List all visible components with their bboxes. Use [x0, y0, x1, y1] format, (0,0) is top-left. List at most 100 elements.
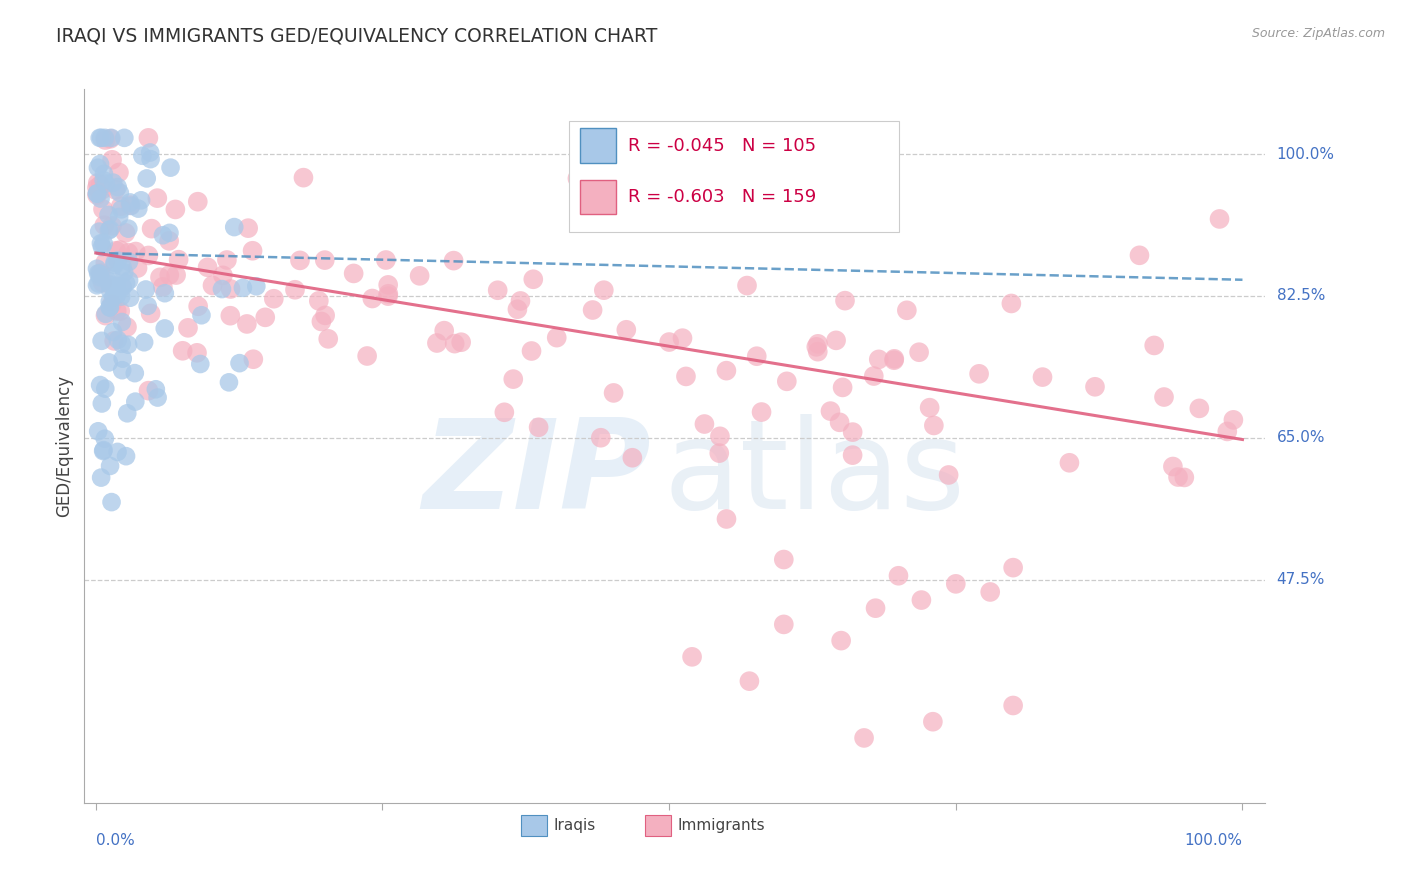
- Point: [918, 401, 941, 415]
- Point: [356, 349, 378, 363]
- Point: [238, 221, 260, 235]
- Point: [98, 277, 121, 292]
- Point: [165, 202, 187, 217]
- Point: [94, 133, 117, 147]
- Point: [117, 337, 139, 351]
- Point: [146, 391, 169, 405]
- Point: [486, 283, 509, 297]
- Point: [105, 279, 128, 293]
- Point: [107, 445, 129, 459]
- Point: [111, 363, 134, 377]
- Point: [89, 225, 111, 239]
- FancyBboxPatch shape: [568, 121, 900, 232]
- Point: [111, 336, 134, 351]
- Point: [1208, 211, 1230, 226]
- Point: [167, 252, 190, 267]
- Point: [288, 253, 311, 268]
- Point: [853, 731, 876, 745]
- Point: [197, 260, 219, 275]
- Text: IRAQI VS IMMIGRANTS GED/EQUIVALENCY CORRELATION CHART: IRAQI VS IMMIGRANTS GED/EQUIVALENCY CORR…: [56, 27, 658, 45]
- Point: [602, 385, 624, 400]
- Point: [681, 649, 703, 664]
- Point: [103, 255, 125, 269]
- Point: [103, 334, 125, 348]
- Point: [98, 300, 121, 314]
- Point: [108, 186, 131, 200]
- Point: [165, 268, 187, 282]
- Point: [117, 406, 139, 420]
- Point: [896, 303, 918, 318]
- Point: [374, 252, 396, 267]
- Point: [211, 282, 233, 296]
- Point: [86, 188, 108, 202]
- Point: [94, 255, 117, 269]
- Point: [841, 425, 863, 439]
- Point: [131, 149, 153, 163]
- Point: [146, 191, 169, 205]
- Point: [129, 194, 152, 208]
- Point: [215, 252, 238, 267]
- Point: [139, 145, 162, 160]
- Point: [104, 183, 127, 197]
- Point: [212, 268, 235, 283]
- Point: [89, 157, 111, 171]
- Point: [100, 132, 122, 146]
- Point: [377, 286, 399, 301]
- Point: [675, 369, 697, 384]
- Point: [408, 268, 430, 283]
- Point: [127, 261, 149, 276]
- Point: [316, 332, 339, 346]
- Point: [450, 335, 472, 350]
- Point: [242, 352, 264, 367]
- Point: [91, 240, 114, 254]
- Point: [153, 286, 176, 301]
- Point: [979, 585, 1001, 599]
- Point: [172, 343, 194, 358]
- Point: [111, 351, 134, 366]
- Point: [93, 219, 115, 233]
- Point: [103, 258, 125, 272]
- Point: [1222, 413, 1244, 427]
- Point: [841, 448, 863, 462]
- Point: [135, 283, 157, 297]
- Point: [546, 331, 568, 345]
- Point: [120, 199, 142, 213]
- Point: [86, 278, 108, 293]
- Point: [152, 280, 174, 294]
- Point: [614, 323, 637, 337]
- Point: [94, 131, 117, 145]
- Text: atlas: atlas: [664, 414, 965, 535]
- Point: [1084, 380, 1107, 394]
- Point: [136, 299, 159, 313]
- Point: [141, 221, 163, 235]
- Point: [187, 194, 209, 209]
- Point: [157, 234, 180, 248]
- Point: [87, 161, 110, 175]
- Point: [219, 309, 242, 323]
- Point: [188, 357, 211, 371]
- Point: [263, 292, 285, 306]
- Point: [1128, 248, 1150, 262]
- Point: [118, 273, 141, 287]
- Text: 65.0%: 65.0%: [1277, 431, 1324, 445]
- Point: [107, 180, 129, 194]
- Point: [506, 302, 529, 317]
- Text: 100.0%: 100.0%: [1184, 833, 1243, 848]
- Point: [138, 384, 160, 398]
- Text: 82.5%: 82.5%: [1277, 288, 1324, 303]
- Point: [101, 176, 124, 190]
- Point: [90, 334, 112, 348]
- Point: [97, 274, 120, 288]
- Point: [945, 577, 967, 591]
- Point: [87, 267, 110, 281]
- Point: [93, 167, 115, 181]
- Point: [152, 228, 174, 243]
- Point: [254, 310, 277, 325]
- Y-axis label: GED/Equivalency: GED/Equivalency: [55, 375, 73, 517]
- Point: [314, 309, 336, 323]
- Point: [868, 352, 890, 367]
- Point: [124, 366, 146, 380]
- Bar: [581, 128, 616, 162]
- Point: [159, 226, 181, 240]
- Point: [776, 375, 799, 389]
